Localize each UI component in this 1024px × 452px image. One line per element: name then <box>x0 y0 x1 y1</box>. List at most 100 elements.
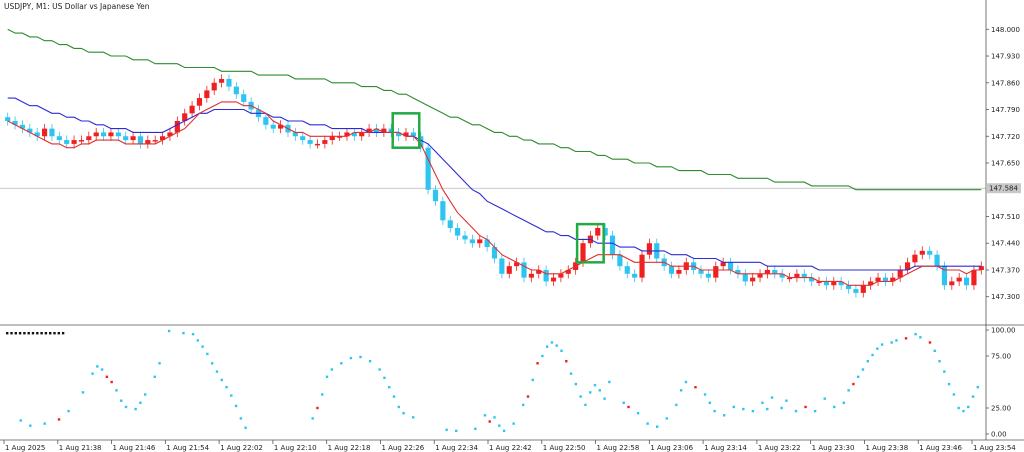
osc-marker <box>57 332 60 335</box>
x-tick-label: 1 Aug 22:50 <box>543 444 586 452</box>
candle-bull <box>971 269 977 286</box>
x-tick-label: 1 Aug 22:18 <box>328 444 371 452</box>
osc-point-blue <box>225 386 228 389</box>
osc-point-blue <box>780 406 783 410</box>
osc-point-blue <box>713 409 716 413</box>
osc-point-blue <box>493 416 496 419</box>
candle-bear <box>934 254 940 267</box>
candle-bear <box>823 281 829 286</box>
osc-point-blue <box>665 417 668 420</box>
osc-point-blue <box>321 393 324 396</box>
x-tick-label: 1 Aug 22:26 <box>381 444 424 452</box>
osc-point-red <box>316 406 319 410</box>
osc-point-blue <box>445 428 448 432</box>
osc-marker <box>6 332 9 335</box>
candle-bull <box>875 277 881 282</box>
candle-bear <box>779 273 785 278</box>
candle-bear <box>56 136 62 141</box>
candle-bull <box>366 128 372 133</box>
osc-point-blue <box>962 409 965 413</box>
osc-point-blue <box>191 332 195 336</box>
highlight-box-2 <box>575 222 605 264</box>
candle-bear <box>447 220 453 228</box>
candle-bear <box>801 273 807 278</box>
candle-bull <box>93 132 99 137</box>
candle-bull <box>868 281 874 286</box>
x-tick-label: 1 Aug 22:42 <box>489 444 532 452</box>
candle-bull <box>676 269 682 274</box>
candle-bear <box>100 132 107 137</box>
osc-marker <box>61 332 65 335</box>
osc-point-blue <box>866 360 869 363</box>
osc-point-blue <box>81 391 85 394</box>
candle-bull <box>514 262 520 267</box>
candle-bear <box>927 250 933 255</box>
candle-bear <box>521 262 527 278</box>
candle-bull <box>757 273 763 278</box>
osc-point-blue <box>574 382 578 386</box>
osc-point-blue <box>182 331 185 335</box>
candle-bull <box>646 243 652 255</box>
x-tick-label: 1 Aug 22:34 <box>435 444 478 452</box>
x-tick-label: 1 Aug 21:54 <box>166 444 209 452</box>
candle-bull <box>904 262 911 270</box>
candle-bull <box>182 113 188 121</box>
candle-bull <box>211 82 217 91</box>
candle-bear <box>624 266 630 274</box>
osc-point-blue <box>684 380 688 384</box>
y-tick-label: 147.790 <box>991 106 1020 114</box>
candle-bull <box>314 143 321 146</box>
osc-point-blue <box>91 372 94 375</box>
osc-point-blue <box>703 393 707 396</box>
candle-bear <box>351 132 357 137</box>
y-tick-label: 147.510 <box>991 213 1020 221</box>
osc-point-blue <box>383 376 386 380</box>
osc-point-red <box>536 362 539 365</box>
osc-point-red <box>565 360 568 363</box>
moving-average-fast <box>7 101 982 286</box>
candle-bull <box>786 277 793 280</box>
candle-bull <box>506 266 512 274</box>
candle-bull <box>639 254 645 278</box>
osc-marker <box>23 332 26 335</box>
candle-bear <box>307 140 313 144</box>
osc-point-red <box>852 382 855 386</box>
osc-point-blue <box>785 399 788 402</box>
price-panel: 148.000 147.930 147.860 147.790 147.720 147.6… <box>0 26 1021 301</box>
candle-bull <box>108 132 114 137</box>
osc-point-blue <box>498 424 501 427</box>
candle-bull <box>322 140 328 144</box>
osc-point-blue <box>608 380 611 384</box>
osc-point-blue <box>751 409 755 413</box>
candle-bull <box>152 140 158 142</box>
candle-bull <box>831 281 837 286</box>
osc-point-blue <box>531 378 534 382</box>
candle-bear <box>440 201 446 221</box>
candle-bear <box>64 140 70 144</box>
candle-bull <box>720 262 726 267</box>
x-tick-label: 1 Aug 22:58 <box>597 444 640 452</box>
candle-bear <box>484 239 490 248</box>
candle-bull <box>86 136 92 141</box>
candle-bear <box>809 277 815 282</box>
candle-bear <box>742 273 748 282</box>
candle-bull <box>750 277 756 282</box>
osc-point-red <box>928 341 932 344</box>
candle-bull <box>71 140 77 144</box>
candle-bear <box>396 132 402 137</box>
candle-bull <box>949 281 955 286</box>
candle-bear <box>388 128 394 133</box>
candle-bull <box>189 105 195 114</box>
osc-point-blue <box>134 407 137 411</box>
x-tick-label: 1 Aug 23:46 <box>919 444 962 452</box>
osc-point-red <box>57 418 61 421</box>
candle-bull <box>130 136 136 141</box>
osc-point-blue <box>206 352 209 356</box>
osc-point-blue <box>234 404 238 408</box>
osc-point-blue <box>813 409 817 413</box>
candle-bear <box>425 147 431 190</box>
osc-point-blue <box>397 405 400 409</box>
osc-point-blue <box>325 375 329 378</box>
osc-point-blue <box>502 429 506 433</box>
